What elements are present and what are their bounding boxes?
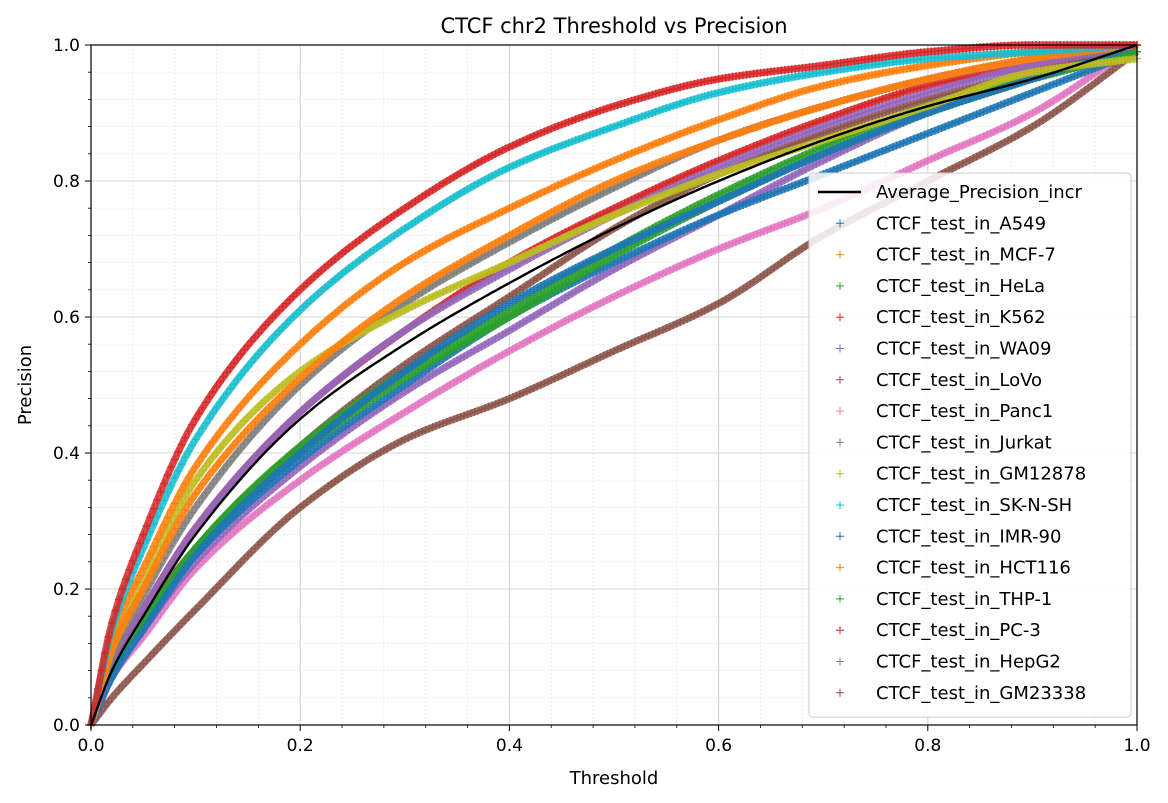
legend-entry: CTCF_test_in_WA09 — [836, 339, 1051, 360]
series-band — [87, 41, 1138, 726]
y-axis-ticks: 0.0 0.2 0.4 0.6 0.8 1.0 — [53, 36, 91, 736]
series-layer — [87, 41, 1141, 729]
series-band — [87, 55, 1138, 726]
legend-entry: CTCF_test_in_SK-N-SH — [836, 495, 1072, 516]
legend-label: CTCF_test_in_HepG2 — [876, 652, 1061, 673]
legend-marker-swatch — [836, 281, 844, 290]
legend-marker-swatch — [836, 688, 844, 697]
legend-entry: CTCF_test_in_IMR-90 — [836, 526, 1061, 547]
x-tick-label: 1.0 — [1123, 736, 1150, 756]
x-tick-label: 0.4 — [496, 736, 523, 756]
legend-entry: CTCF_test_in_Jurkat — [836, 432, 1052, 453]
y-tick-label: 0.0 — [53, 716, 80, 736]
y-tick-label: 0.6 — [53, 308, 80, 328]
legend-marker-swatch — [836, 438, 844, 447]
legend: Average_Precision_incr CTCF_test_in_A549 C… — [808, 172, 1132, 718]
y-tick-label: 0.8 — [53, 172, 80, 192]
legend-label: CTCF_test_in_THP-1 — [876, 589, 1052, 610]
x-tick-label: 0.6 — [705, 736, 732, 756]
legend-label: CTCF_test_in_GM23338 — [876, 683, 1086, 704]
legend-marker-swatch — [836, 501, 844, 509]
legend-label: CTCF_test_in_HCT116 — [876, 558, 1071, 579]
legend-marker-swatch — [836, 626, 844, 635]
legend-label: CTCF_test_in_IMR-90 — [876, 526, 1061, 547]
x-tick-label: 0.0 — [77, 736, 104, 756]
legend-entry: CTCF_test_in_MCF-7 — [836, 245, 1056, 266]
legend-label: CTCF_test_in_SK-N-SH — [876, 495, 1072, 516]
series-band — [88, 48, 1140, 728]
legend-entry: CTCF_test_in_HCT116 — [836, 558, 1071, 579]
legend-entry: CTCF_test_in_Panc1 — [836, 401, 1053, 422]
series-band — [87, 41, 1138, 726]
plot-frame — [90, 44, 1138, 726]
y-tick-label: 0.4 — [53, 444, 80, 464]
average-precision-line — [89, 43, 1138, 726]
legend-label: CTCF_test_in_GM12878 — [876, 464, 1086, 485]
legend-marker-swatch — [836, 657, 844, 666]
legend-label: CTCF_test_in_MCF-7 — [876, 245, 1056, 266]
legend-label: CTCF_test_in_WA09 — [876, 339, 1051, 360]
series-band — [87, 41, 1138, 726]
legend-entry: Average_Precision_incr — [818, 182, 1083, 203]
legend-marker-swatch — [836, 375, 844, 384]
legend-marker-swatch — [836, 250, 844, 259]
legend-marker-swatch — [836, 407, 844, 416]
legend-entry: CTCF_test_in_K562 — [836, 307, 1046, 328]
legend-label: CTCF_test_in_PC-3 — [876, 620, 1041, 641]
legend-marker-swatch — [836, 469, 844, 478]
legend-label: Average_Precision_incr — [876, 182, 1083, 203]
legend-entry: CTCF_test_in_LoVo — [836, 370, 1042, 391]
chart-title: CTCF chr2 Threshold vs Precision — [440, 14, 787, 38]
legend-marker-swatch — [836, 594, 844, 603]
legend-entry: CTCF_test_in_HeLa — [836, 276, 1045, 297]
average-layer — [89, 43, 1138, 726]
legend-marker-swatch — [836, 563, 844, 572]
y-axis-label: Precision — [15, 345, 36, 425]
x-axis-label: Threshold — [569, 768, 659, 789]
legend-entry: CTCF_test_in_GM12878 — [836, 464, 1086, 485]
legend-marker-swatch — [836, 313, 844, 322]
legend-label: CTCF_test_in_Panc1 — [876, 401, 1053, 422]
series-band — [87, 41, 1139, 727]
legend-entry: CTCF_test_in_THP-1 — [836, 589, 1052, 610]
series-band — [87, 42, 1139, 727]
legend-entry: CTCF_test_in_GM23338 — [836, 683, 1086, 704]
x-axis-ticks: 0.0 0.2 0.4 0.6 0.8 1.0 — [77, 725, 1151, 756]
legend-marker-swatch — [836, 532, 844, 541]
legend-marker-swatch — [836, 344, 844, 353]
y-tick-label: 1.0 — [53, 36, 80, 56]
series-band — [87, 41, 1137, 726]
legend-box — [808, 172, 1132, 718]
legend-entry: CTCF_test_in_HepG2 — [836, 652, 1061, 673]
legend-marker-swatch — [836, 219, 844, 228]
legend-label: CTCF_test_in_Jurkat — [876, 432, 1052, 453]
legend-label: CTCF_test_in_A549 — [876, 213, 1046, 234]
x-tick-label: 0.2 — [287, 736, 314, 756]
x-tick-label: 0.8 — [914, 736, 941, 756]
legend-entry: CTCF_test_in_A549 — [836, 213, 1046, 234]
legend-entry: CTCF_test_in_PC-3 — [836, 620, 1041, 641]
legend-label: CTCF_test_in_HeLa — [876, 276, 1045, 297]
legend-label: CTCF_test_in_LoVo — [876, 370, 1042, 391]
y-tick-label: 0.2 — [53, 580, 80, 600]
legend-label: CTCF_test_in_K562 — [876, 307, 1046, 328]
